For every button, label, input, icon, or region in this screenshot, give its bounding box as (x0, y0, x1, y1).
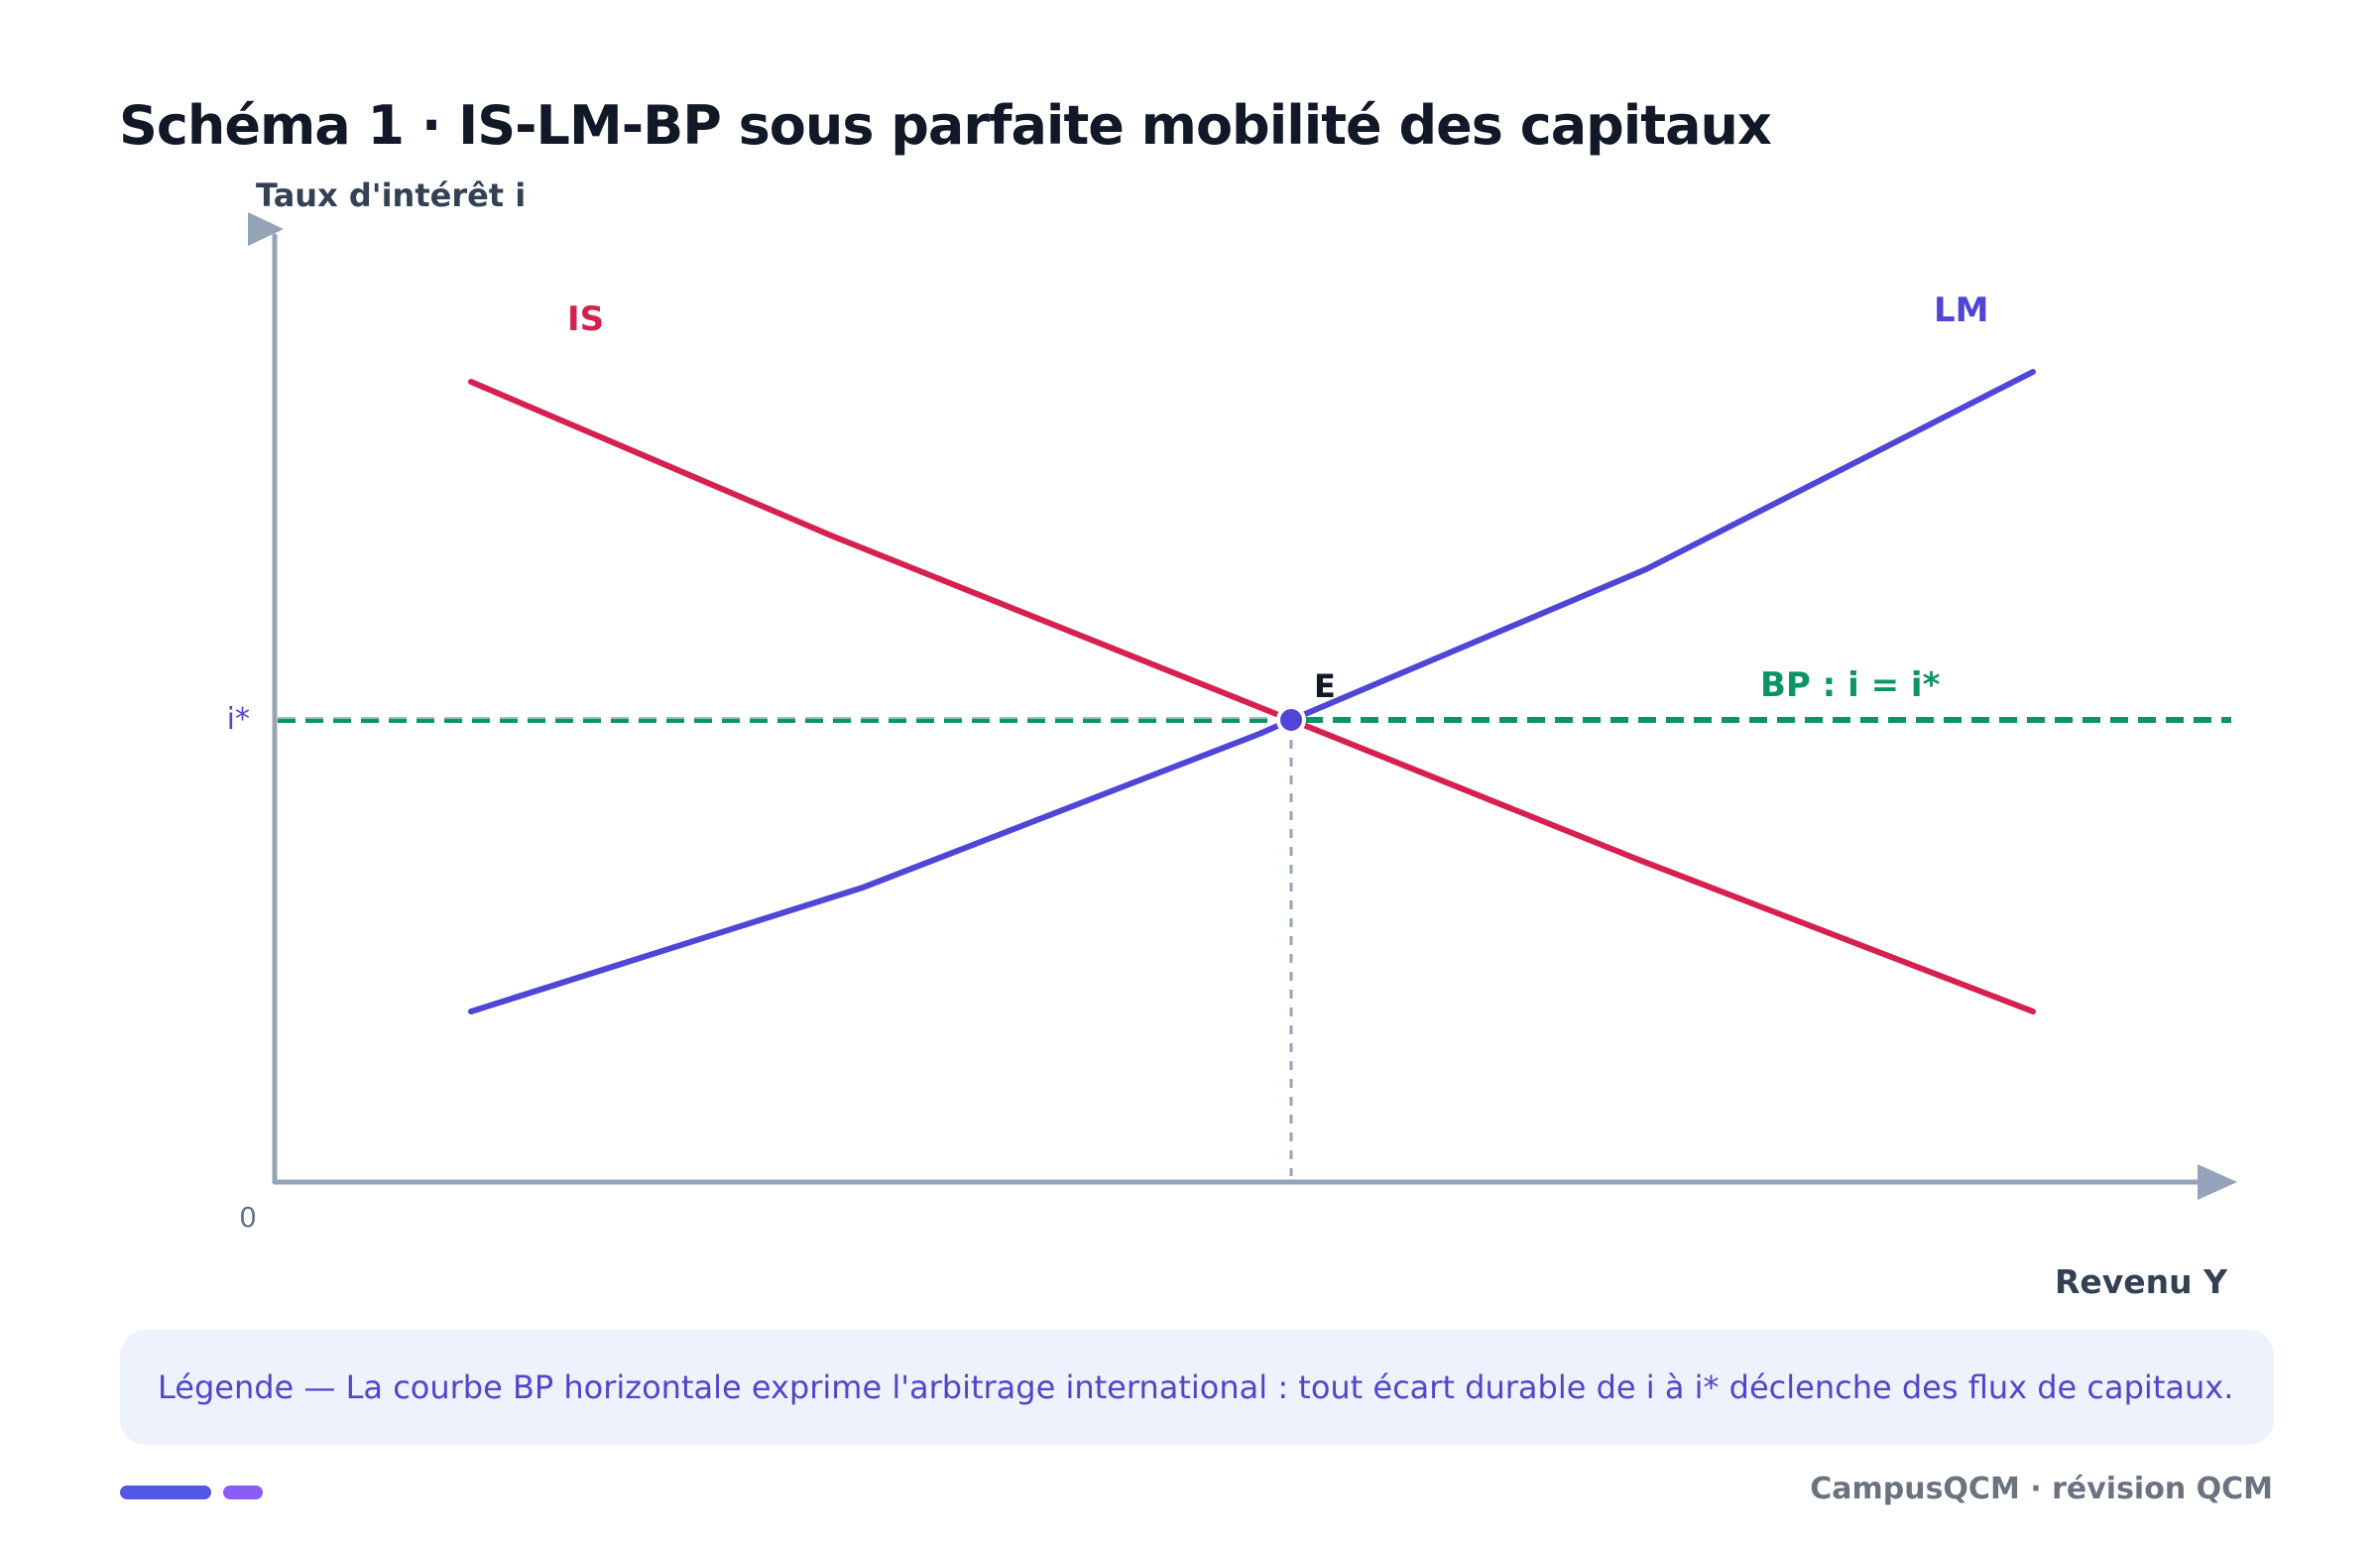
origin-label: 0 (239, 1201, 257, 1234)
legend-box: Légende — La courbe BP horizontale expri… (120, 1330, 2274, 1445)
lm-curve (468, 369, 2036, 1014)
accent-pill-secondary (223, 1486, 263, 1499)
y-axis-arrow-icon (248, 212, 284, 246)
legend-text: Légende — La courbe BP horizontale expri… (158, 1368, 2234, 1406)
equilibrium-point (1276, 705, 1306, 735)
equilibrium-label: E (1314, 667, 1336, 705)
istar-tick-label: i* (227, 702, 250, 737)
x-axis-label: Revenu Y (2055, 1262, 2228, 1301)
x-axis-arrow-icon (2198, 1164, 2237, 1200)
page-title: Schéma 1 · IS-LM-BP sous parfaite mobili… (119, 94, 1772, 157)
bp-curve-label: BP : i = i* (1760, 665, 1941, 705)
y-axis-label: Taux d'intérêt i (256, 177, 526, 214)
is-curve-label: IS (567, 299, 604, 339)
accent-pill-primary (120, 1486, 211, 1499)
footer-brand: CampusQCM · révision QCM (1810, 1472, 2273, 1506)
axes (248, 212, 2237, 1200)
lm-curve-label: LM (1934, 291, 1989, 330)
